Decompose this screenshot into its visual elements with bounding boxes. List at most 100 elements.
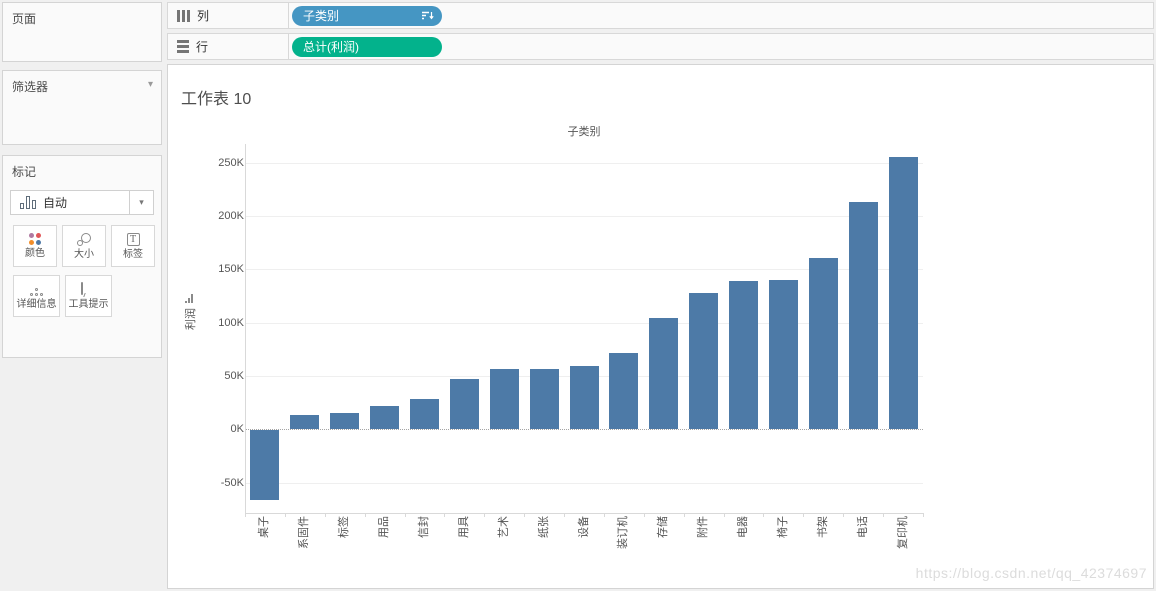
x-axis-tick xyxy=(643,513,645,517)
bar[interactable] xyxy=(649,318,679,430)
x-axis-tick xyxy=(444,513,446,517)
tooltip-bubble-icon xyxy=(81,281,96,297)
bar[interactable] xyxy=(609,352,639,430)
bar[interactable] xyxy=(409,399,439,430)
x-category-label[interactable]: 艺术 xyxy=(497,516,510,538)
columns-shelf-label: 列 xyxy=(197,9,210,23)
mark-type-dropdown[interactable]: 自动 ▾ xyxy=(10,190,154,215)
x-axis-tick xyxy=(843,513,845,517)
text-label-icon: T xyxy=(126,232,140,246)
x-axis-tick xyxy=(245,513,246,517)
bar[interactable] xyxy=(569,366,599,430)
x-axis-tick xyxy=(723,513,725,517)
y-tick-label: 150K xyxy=(218,263,244,276)
x-axis-tick xyxy=(404,513,406,517)
x-category-label[interactable]: 书架 xyxy=(816,516,829,538)
y-tick-label: 200K xyxy=(218,210,244,223)
x-axis-tick xyxy=(763,513,765,517)
x-category-label[interactable]: 纸张 xyxy=(537,516,550,538)
axis-sort-icon[interactable] xyxy=(185,294,193,303)
bar[interactable] xyxy=(250,430,280,500)
gridline xyxy=(245,322,923,324)
filters-shelf[interactable]: 筛选器 ▾ xyxy=(2,70,162,145)
x-category-label[interactable]: 用品 xyxy=(378,516,391,538)
x-category-label[interactable]: 标签 xyxy=(338,516,351,538)
size-icon xyxy=(77,232,91,246)
x-axis-tick xyxy=(923,513,924,517)
color-icon xyxy=(29,233,41,245)
x-category-label[interactable]: 系固件 xyxy=(298,516,311,549)
bar[interactable] xyxy=(529,368,559,430)
rows-shelf[interactable]: 行 总计(利润) xyxy=(167,33,1154,60)
mark-buttons: 颜色 大小 T 标签 详细信息 xyxy=(3,217,159,317)
x-axis-tick xyxy=(524,513,526,517)
pages-shelf-title: 页面 xyxy=(12,12,37,26)
y-tick-label: 50K xyxy=(224,370,244,382)
bar[interactable] xyxy=(370,405,400,430)
bar[interactable] xyxy=(290,415,320,430)
x-axis-tick xyxy=(683,513,685,517)
x-category-label[interactable]: 附件 xyxy=(697,516,710,538)
pill-sum-profit[interactable]: 总计(利润) xyxy=(292,36,442,57)
detail-dots-icon xyxy=(30,283,43,296)
rows-shelf-header: 行 xyxy=(168,34,289,59)
bar[interactable] xyxy=(808,257,838,430)
bar[interactable] xyxy=(689,292,719,430)
bar[interactable] xyxy=(768,280,798,430)
bar-chart-icon xyxy=(11,196,43,209)
detail-button[interactable]: 详细信息 xyxy=(13,275,60,317)
x-category-label[interactable]: 电话 xyxy=(856,516,869,538)
watermark: https://blog.csdn.net/qq_42374697 xyxy=(915,565,1147,581)
zero-baseline xyxy=(245,429,923,431)
x-category-label[interactable]: 电器 xyxy=(737,516,750,538)
x-category-label[interactable]: 桌子 xyxy=(258,516,271,538)
x-axis-tick xyxy=(803,513,805,517)
worksheet: 工作表 10 子类别 利润 -50K 0K 50K 100K 150K 200K 250K 桌… xyxy=(167,64,1154,589)
pill-sub-category[interactable]: 子类别 xyxy=(292,5,442,26)
y-tick-label: -50K xyxy=(220,476,244,489)
gridline xyxy=(245,482,923,484)
columns-shelf-header: 列 xyxy=(168,3,289,28)
chevron-down-icon[interactable]: ▾ xyxy=(147,79,153,90)
label-button[interactable]: T 标签 xyxy=(111,225,155,267)
x-category-label[interactable]: 设备 xyxy=(577,516,590,538)
chart-plot-area: -50K 0K 50K 100K 150K 200K 250K 桌子 系固件 标签 用品 信封 用具 艺术… xyxy=(168,65,1153,588)
x-category-label[interactable]: 装订机 xyxy=(617,516,630,549)
chart-title[interactable]: 子类别 xyxy=(567,126,601,138)
mark-type-value: 自动 xyxy=(43,196,68,210)
filters-shelf-title: 筛选器 xyxy=(12,80,49,94)
sort-icon[interactable] xyxy=(421,10,434,21)
bar[interactable] xyxy=(330,413,360,430)
worksheet-title: 工作表 10 xyxy=(181,91,252,108)
y-tick-label: 0K xyxy=(230,423,244,436)
x-axis-tick xyxy=(484,513,486,517)
chevron-down-icon[interactable]: ▾ xyxy=(129,191,153,214)
bar[interactable] xyxy=(449,379,479,430)
rows-icon xyxy=(177,40,189,53)
x-category-label[interactable]: 复印机 xyxy=(896,516,909,549)
bar[interactable] xyxy=(848,202,878,430)
color-button[interactable]: 颜色 xyxy=(13,225,57,267)
gridline xyxy=(245,162,923,164)
x-category-label[interactable]: 椅子 xyxy=(776,516,789,538)
x-axis-tick xyxy=(324,513,326,517)
main-area: 列 子类别 行 总计(利润) xyxy=(167,2,1154,589)
x-category-label[interactable]: 用具 xyxy=(457,516,470,538)
bar[interactable] xyxy=(888,157,918,430)
pages-shelf[interactable]: 页面 xyxy=(2,2,162,62)
marks-card-title: 标记 xyxy=(12,165,37,179)
x-axis-tick xyxy=(364,513,366,517)
y-tick-label: 250K xyxy=(218,156,244,169)
bar[interactable] xyxy=(489,368,519,430)
x-category-label[interactable]: 存储 xyxy=(657,516,670,538)
size-button[interactable]: 大小 xyxy=(62,225,106,267)
x-category-label[interactable]: 信封 xyxy=(417,516,430,538)
tooltip-button[interactable]: 工具提示 xyxy=(65,275,112,317)
columns-shelf[interactable]: 列 子类别 xyxy=(167,2,1154,29)
y-axis-line xyxy=(245,144,246,513)
x-axis-tick xyxy=(603,513,605,517)
bar[interactable] xyxy=(729,281,759,430)
y-tick-label: 100K xyxy=(218,316,244,329)
x-axis-line xyxy=(245,513,923,514)
